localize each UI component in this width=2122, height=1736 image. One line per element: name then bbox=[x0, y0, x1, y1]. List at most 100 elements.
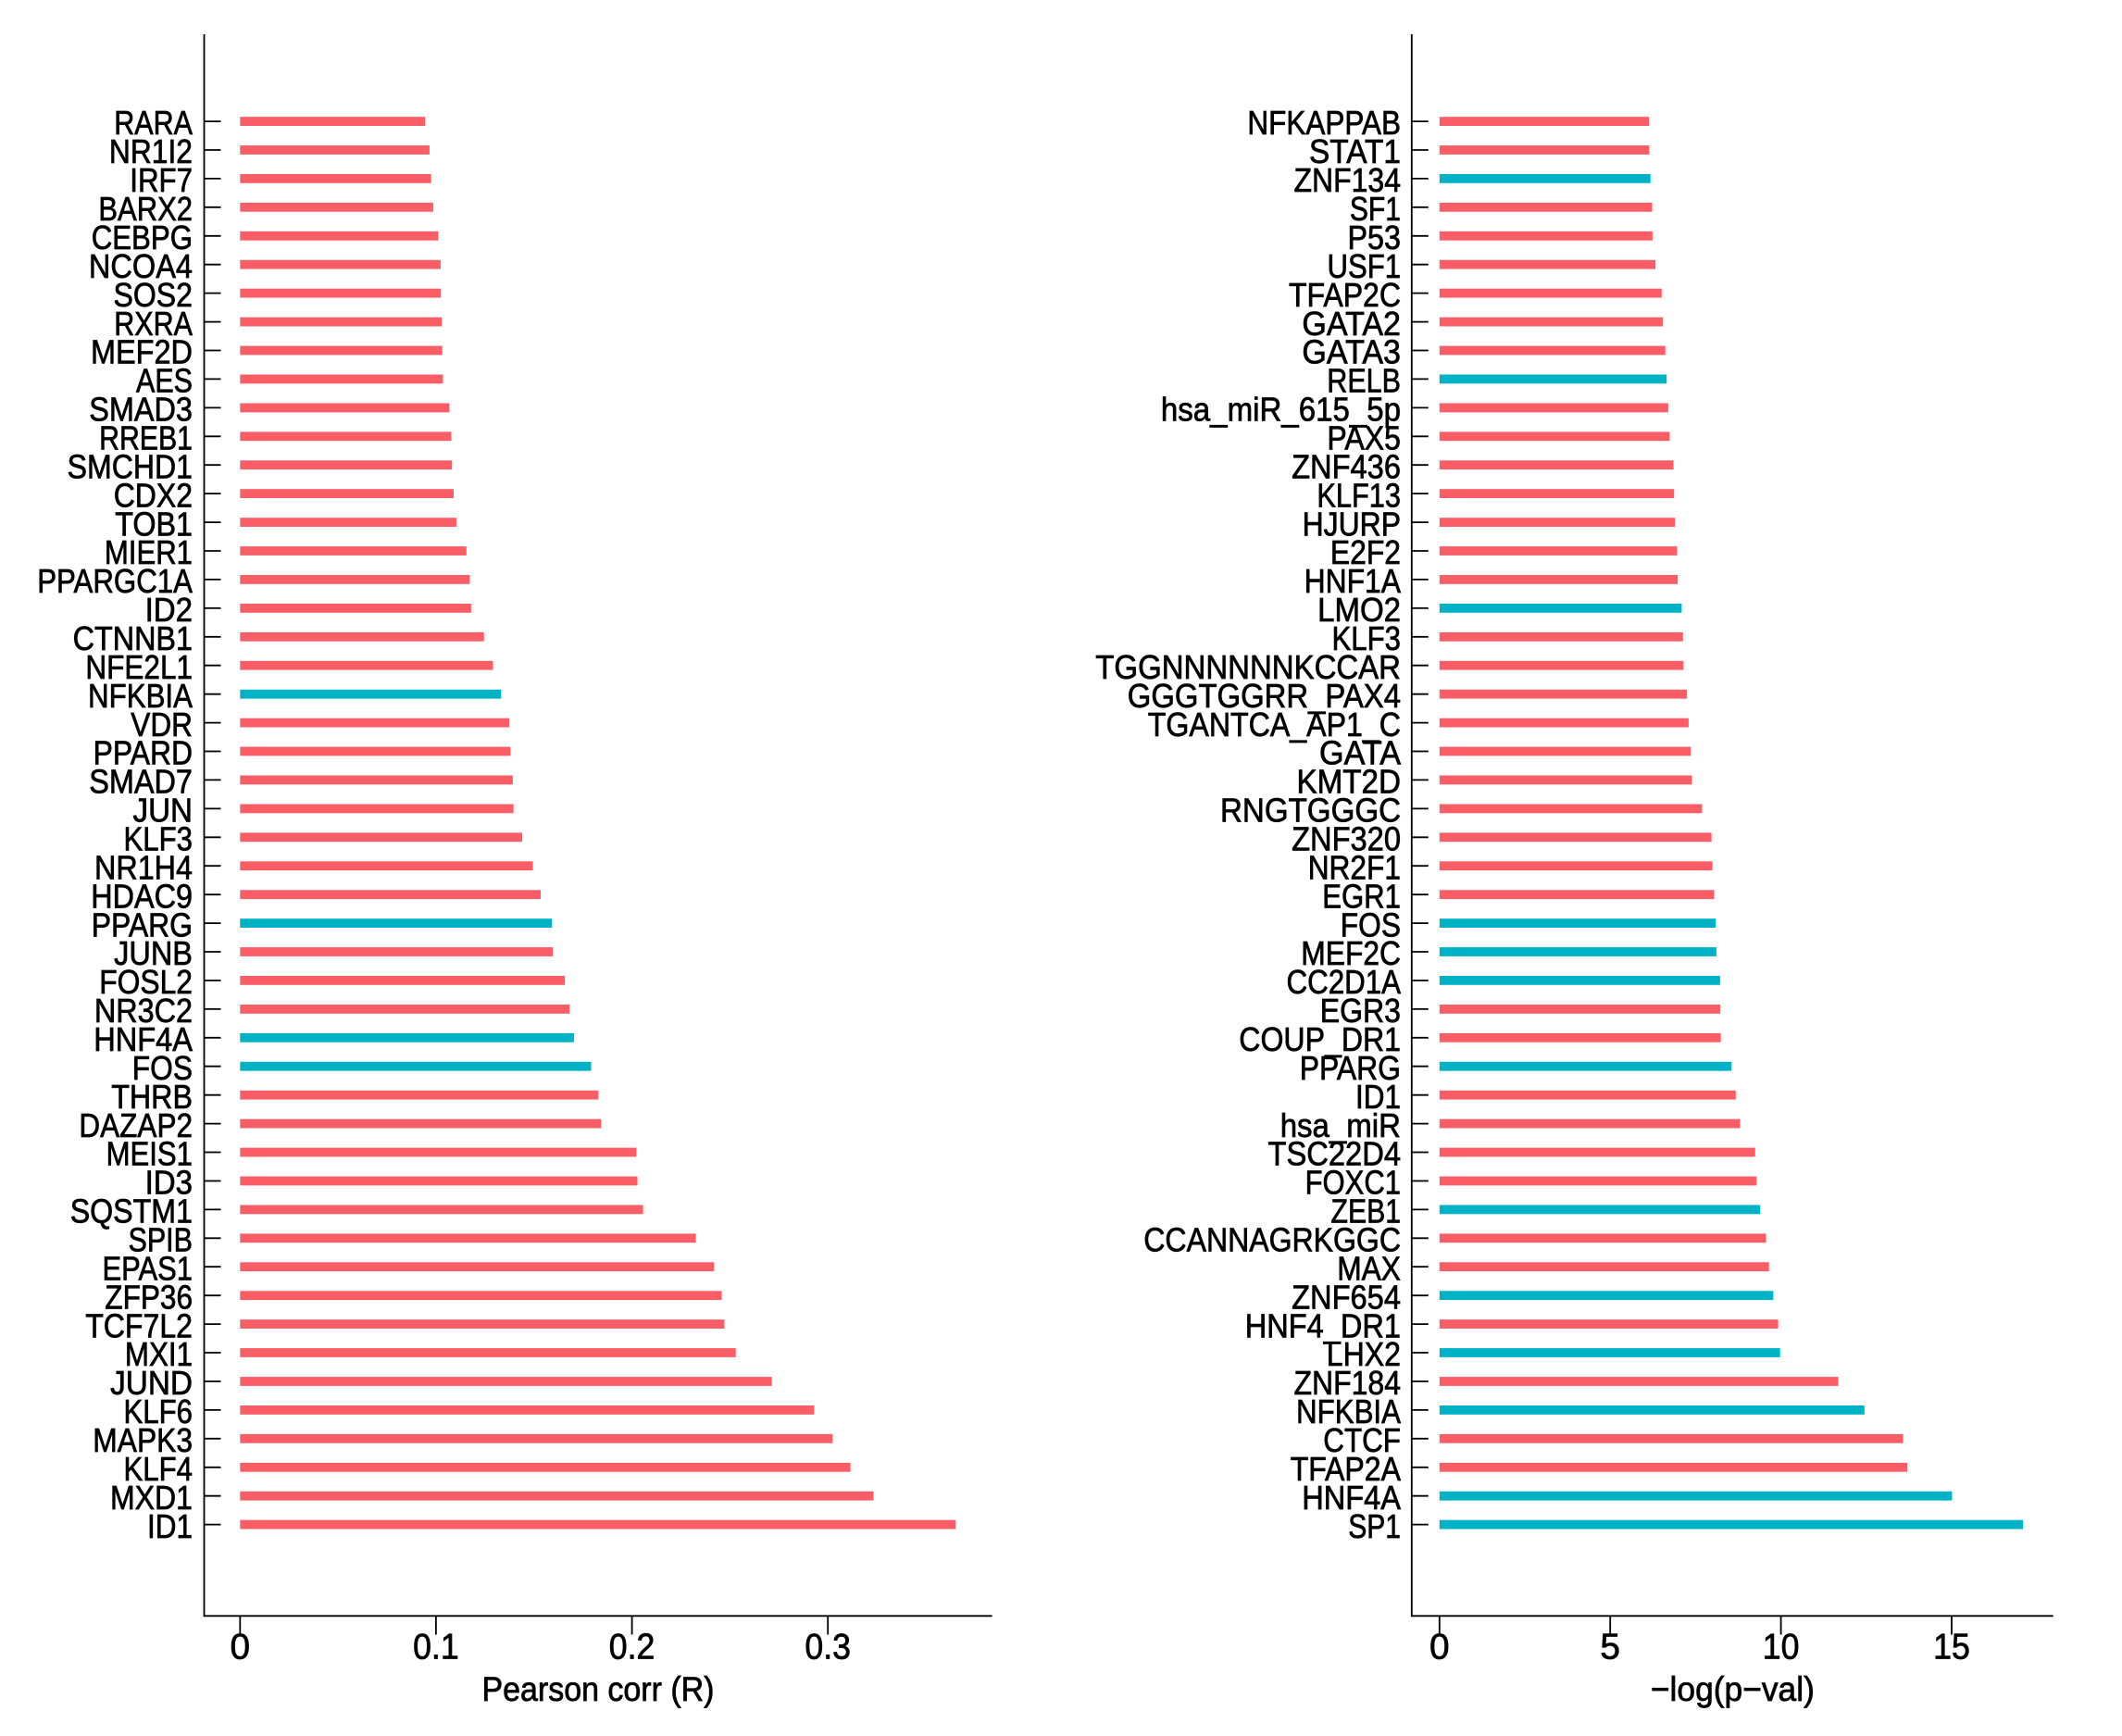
svg-text:MXD1: MXD1 bbox=[110, 1479, 193, 1517]
svg-text:hsa_miR_615_5p: hsa_miR_615_5p bbox=[1161, 391, 1401, 429]
svg-text:PPARG: PPARG bbox=[92, 905, 193, 943]
svg-text:GATA3: GATA3 bbox=[1302, 333, 1401, 371]
svg-text:GGGTGGRR_PAX4: GGGTGGRR_PAX4 bbox=[1128, 677, 1401, 715]
svg-text:ID3: ID3 bbox=[145, 1164, 193, 1202]
svg-text:0.1: 0.1 bbox=[413, 1628, 459, 1667]
svg-text:PPARGC1A: PPARGC1A bbox=[37, 562, 193, 600]
svg-text:HNF4A: HNF4A bbox=[94, 1020, 193, 1058]
svg-text:DAZAP2: DAZAP2 bbox=[79, 1106, 193, 1144]
svg-text:GATA: GATA bbox=[1319, 734, 1402, 772]
svg-text:HJURP: HJURP bbox=[1303, 505, 1401, 543]
svg-text:RXRA: RXRA bbox=[114, 305, 193, 343]
svg-text:RNGTGGGC: RNGTGGGC bbox=[1220, 792, 1401, 830]
svg-text:PPARG: PPARG bbox=[1300, 1049, 1401, 1087]
svg-text:EGR1: EGR1 bbox=[1322, 877, 1401, 915]
svg-text:KLF3: KLF3 bbox=[124, 820, 193, 858]
svg-text:HNF1A: HNF1A bbox=[1304, 562, 1402, 600]
svg-text:EGR3: EGR3 bbox=[1320, 992, 1401, 1030]
svg-text:SMAD3: SMAD3 bbox=[89, 391, 193, 429]
svg-text:MEIS1: MEIS1 bbox=[106, 1135, 193, 1173]
svg-text:BARX2: BARX2 bbox=[98, 190, 193, 228]
svg-text:CDX2: CDX2 bbox=[114, 476, 193, 514]
svg-text:TSC22D4: TSC22D4 bbox=[1268, 1135, 1402, 1173]
svg-text:JUND: JUND bbox=[110, 1364, 193, 1402]
svg-text:NFKBIA: NFKBIA bbox=[1296, 1393, 1402, 1430]
svg-text:KLF13: KLF13 bbox=[1317, 476, 1401, 514]
svg-text:MEF2D: MEF2D bbox=[91, 333, 193, 371]
svg-text:ZNF654: ZNF654 bbox=[1292, 1278, 1401, 1316]
svg-text:MIER1: MIER1 bbox=[105, 533, 193, 571]
svg-text:THRB: THRB bbox=[111, 1078, 193, 1116]
svg-text:RARA: RARA bbox=[114, 104, 193, 142]
svg-text:ZNF436: ZNF436 bbox=[1292, 447, 1401, 485]
svg-text:ID1: ID1 bbox=[147, 1507, 193, 1545]
svg-text:CTCF: CTCF bbox=[1323, 1421, 1401, 1459]
svg-text:MAPK3: MAPK3 bbox=[93, 1421, 193, 1459]
svg-text:NR1I2: NR1I2 bbox=[109, 132, 193, 170]
svg-text:STAT1: STAT1 bbox=[1309, 132, 1401, 170]
svg-text:ZNF320: ZNF320 bbox=[1292, 820, 1401, 858]
svg-text:MAX: MAX bbox=[1337, 1250, 1401, 1288]
svg-text:JUN: JUN bbox=[133, 792, 193, 830]
svg-text:HNF4_DR1: HNF4_DR1 bbox=[1245, 1306, 1401, 1344]
svg-text:SOS2: SOS2 bbox=[114, 276, 193, 314]
svg-text:SPIB: SPIB bbox=[129, 1221, 193, 1259]
svg-text:KMT2D: KMT2D bbox=[1297, 763, 1402, 801]
svg-text:SMCHD1: SMCHD1 bbox=[68, 447, 193, 485]
svg-text:HNF4A: HNF4A bbox=[1302, 1479, 1402, 1517]
svg-text:10: 10 bbox=[1763, 1628, 1800, 1667]
svg-text:ZNF184: ZNF184 bbox=[1294, 1364, 1402, 1402]
svg-text:MXI1: MXI1 bbox=[125, 1335, 193, 1373]
svg-text:TOB1: TOB1 bbox=[115, 505, 193, 543]
svg-text:SF1: SF1 bbox=[1350, 190, 1401, 228]
svg-text:Pearson corr (R): Pearson corr (R) bbox=[482, 1669, 715, 1708]
svg-text:AES: AES bbox=[136, 362, 193, 400]
svg-text:PPARD: PPARD bbox=[94, 734, 193, 772]
svg-text:NR1H4: NR1H4 bbox=[94, 848, 193, 886]
svg-text:RELB: RELB bbox=[1327, 362, 1401, 400]
svg-text:TFAP2A: TFAP2A bbox=[1291, 1450, 1402, 1488]
svg-text:0: 0 bbox=[231, 1628, 251, 1667]
svg-text:IRF7: IRF7 bbox=[130, 161, 193, 199]
svg-text:NR3C2: NR3C2 bbox=[94, 992, 193, 1030]
svg-text:TGGNNNNNNKCCAR: TGGNNNNNNKCCAR bbox=[1095, 648, 1401, 686]
svg-text:KLF4: KLF4 bbox=[124, 1450, 193, 1488]
svg-text:PAX5: PAX5 bbox=[1327, 419, 1401, 457]
svg-text:ID2: ID2 bbox=[145, 591, 193, 629]
svg-text:GATA2: GATA2 bbox=[1302, 305, 1401, 343]
svg-text:NFKBIA: NFKBIA bbox=[88, 677, 193, 715]
svg-text:0.2: 0.2 bbox=[609, 1628, 655, 1667]
svg-text:E2F2: E2F2 bbox=[1330, 533, 1401, 571]
svg-text:FOXC1: FOXC1 bbox=[1305, 1164, 1401, 1202]
svg-text:SP1: SP1 bbox=[1348, 1507, 1401, 1545]
svg-text:NCOA4: NCOA4 bbox=[89, 247, 193, 285]
svg-text:HDAC9: HDAC9 bbox=[91, 877, 193, 915]
svg-text:USF1: USF1 bbox=[1328, 247, 1402, 285]
svg-text:SMAD7: SMAD7 bbox=[89, 763, 193, 801]
svg-text:−log(p−val): −log(p−val) bbox=[1651, 1669, 1815, 1708]
svg-text:ID1: ID1 bbox=[1355, 1078, 1401, 1116]
svg-text:ZFP36: ZFP36 bbox=[105, 1278, 193, 1316]
svg-text:5: 5 bbox=[1600, 1628, 1620, 1667]
svg-text:SQSTM1: SQSTM1 bbox=[70, 1193, 193, 1230]
svg-text:KLF6: KLF6 bbox=[124, 1393, 193, 1430]
svg-text:VDR: VDR bbox=[131, 706, 193, 743]
svg-text:FOS: FOS bbox=[132, 1049, 193, 1087]
svg-text:COUP_DR1: COUP_DR1 bbox=[1239, 1020, 1401, 1058]
svg-text:LHX2: LHX2 bbox=[1327, 1335, 1401, 1373]
svg-text:CC2D1A: CC2D1A bbox=[1287, 963, 1402, 1001]
svg-text:CCANNAGRKGGC: CCANNAGRKGGC bbox=[1143, 1221, 1401, 1259]
svg-text:RREB1: RREB1 bbox=[99, 419, 193, 457]
svg-text:P53: P53 bbox=[1348, 219, 1402, 256]
svg-text:NFE2L1: NFE2L1 bbox=[85, 648, 193, 686]
svg-text:TCF7L2: TCF7L2 bbox=[85, 1306, 193, 1344]
svg-text:ZNF134: ZNF134 bbox=[1294, 161, 1402, 199]
svg-text:FOSL2: FOSL2 bbox=[99, 963, 193, 1001]
svg-text:FOS: FOS bbox=[1341, 905, 1401, 943]
svg-text:0.3: 0.3 bbox=[805, 1628, 851, 1667]
svg-text:MEF2C: MEF2C bbox=[1301, 934, 1401, 972]
svg-text:ZEB1: ZEB1 bbox=[1331, 1193, 1402, 1230]
svg-text:JUNB: JUNB bbox=[114, 934, 193, 972]
svg-text:LMO2: LMO2 bbox=[1317, 591, 1401, 629]
svg-text:CTNNB1: CTNNB1 bbox=[73, 619, 193, 657]
